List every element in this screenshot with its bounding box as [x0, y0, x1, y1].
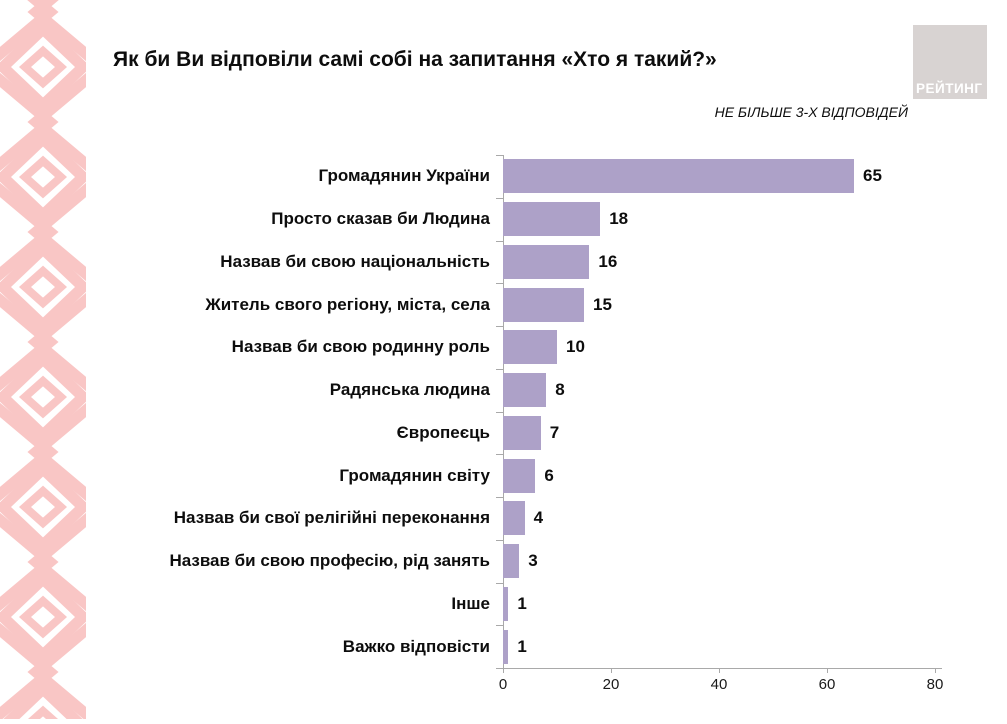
x-axis-tick-label: 40	[710, 676, 728, 693]
bar	[503, 373, 547, 408]
bar-value: 1	[517, 593, 527, 613]
bar-value: 16	[598, 251, 618, 271]
bar	[503, 629, 509, 664]
category-label: Назвав би свою професію, рід занять	[169, 551, 490, 571]
y-axis-tick	[496, 326, 503, 327]
bar-value: 10	[566, 337, 585, 357]
category-label: Назвав би свою родинну роль	[231, 337, 490, 357]
bar	[503, 458, 536, 493]
bar-value: 65	[863, 166, 882, 186]
y-axis-tick	[496, 454, 503, 456]
x-axis-tick	[719, 668, 720, 673]
y-axis-tick	[496, 497, 503, 498]
y-axis-tick	[496, 368, 503, 370]
x-axis-tick	[935, 668, 936, 673]
y-axis-tick	[496, 240, 503, 242]
subtitle-note: НЕ БІЛЬШЕ 3-Х ВІДПОВІДЕЙ	[714, 104, 908, 120]
page-title: Як би Ви відповіли самі собі на запитанн…	[113, 48, 717, 71]
category-label: Радянська людина	[329, 380, 490, 400]
bar-value: 6	[544, 465, 554, 485]
bar	[503, 415, 541, 450]
bar-value: 18	[609, 209, 629, 229]
bar	[503, 159, 854, 194]
y-axis-tick	[496, 539, 503, 541]
y-axis-line	[503, 155, 504, 668]
category-label: Інше	[451, 593, 490, 613]
x-axis-tick-label: 80	[926, 676, 944, 693]
category-label: Громадянин України	[318, 166, 490, 186]
bar	[503, 501, 525, 536]
bar	[503, 544, 520, 579]
bar-value: 4	[533, 508, 544, 528]
x-axis-tick	[611, 668, 612, 673]
y-axis-tick	[496, 668, 503, 669]
bar-value: 8	[555, 380, 565, 400]
y-axis-tick	[496, 411, 503, 413]
embroidery-pattern-svg	[0, 0, 86, 719]
x-axis-tick-label: 0	[498, 676, 508, 693]
embroidery-pattern-strip	[0, 0, 86, 719]
x-axis-tick	[827, 668, 828, 673]
category-label: Важко відповісти	[342, 636, 490, 656]
rating-logo-label: РЕЙТИНГ	[916, 81, 983, 96]
bar	[503, 330, 557, 365]
x-axis-tick-label: 20	[602, 676, 620, 693]
x-axis-tick-label: 60	[818, 676, 836, 693]
bar-value: 3	[528, 551, 538, 571]
bar	[503, 244, 590, 279]
bar-value: 7	[549, 422, 560, 442]
y-axis-tick	[496, 197, 503, 199]
category-label: Житель свого регіону, міста, села	[205, 294, 490, 314]
y-axis-tick	[496, 625, 503, 627]
y-axis-tick	[496, 283, 503, 285]
category-label: Просто сказав би Людина	[271, 209, 490, 229]
y-axis-tick	[496, 155, 503, 156]
x-axis-tick	[503, 668, 504, 673]
category-label: Назвав би свою національність	[220, 251, 490, 271]
category-label: Громадянин світу	[339, 465, 490, 485]
category-label: Назвав би свої релігійні переконання	[173, 508, 490, 528]
bar	[503, 287, 584, 322]
y-axis-tick	[496, 582, 503, 584]
bar	[503, 586, 509, 621]
category-label: Європеєць	[396, 422, 490, 442]
bar-value: 15	[593, 294, 612, 314]
bar	[503, 202, 601, 237]
rating-logo: РЕЙТИНГ	[913, 25, 987, 99]
bar-value: 1	[517, 636, 527, 656]
